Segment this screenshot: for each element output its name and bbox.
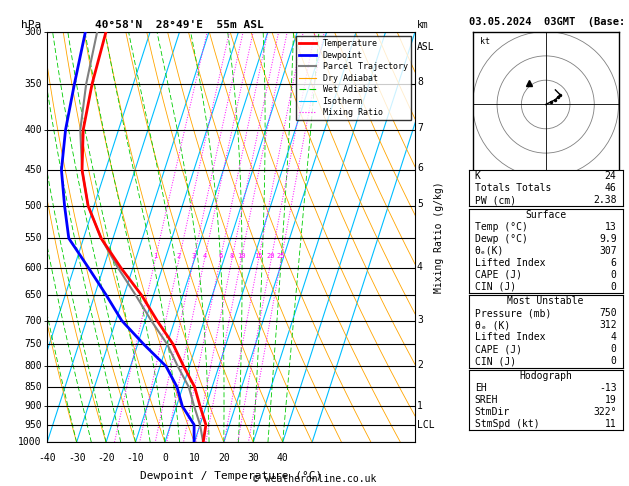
Text: Mixing Ratio (g/kg): Mixing Ratio (g/kg) [434, 181, 444, 293]
Text: 312: 312 [599, 320, 616, 330]
Text: hPa: hPa [21, 19, 42, 30]
Text: 2.38: 2.38 [593, 195, 616, 205]
Text: 2: 2 [177, 253, 181, 260]
Text: 03.05.2024  03GMT  (Base: 06): 03.05.2024 03GMT (Base: 06) [469, 17, 629, 27]
Text: 307: 307 [599, 246, 616, 256]
Text: LCL: LCL [417, 420, 435, 430]
Text: kt: kt [480, 37, 490, 46]
Text: K: K [475, 171, 481, 181]
Text: Lifted Index: Lifted Index [475, 258, 545, 268]
Text: 8: 8 [417, 77, 423, 87]
Text: 25: 25 [277, 253, 286, 260]
Text: Totals Totals: Totals Totals [475, 183, 551, 193]
Text: 0: 0 [611, 357, 616, 366]
Text: 400: 400 [24, 125, 42, 135]
Text: 450: 450 [24, 165, 42, 175]
Text: 10: 10 [189, 452, 200, 463]
Text: 350: 350 [24, 79, 42, 89]
Text: 0: 0 [611, 345, 616, 354]
Text: -13: -13 [599, 383, 616, 393]
Text: 950: 950 [24, 420, 42, 430]
Text: 19: 19 [605, 395, 616, 405]
Text: CIN (J): CIN (J) [475, 357, 516, 366]
Text: -20: -20 [97, 452, 115, 463]
Text: 40: 40 [277, 452, 289, 463]
Text: Pressure (mb): Pressure (mb) [475, 308, 551, 318]
Text: 850: 850 [24, 382, 42, 392]
Text: 15: 15 [254, 253, 263, 260]
Text: 0: 0 [611, 282, 616, 292]
Text: 3: 3 [417, 314, 423, 325]
Text: 1: 1 [153, 253, 157, 260]
Text: ASL: ASL [417, 42, 435, 52]
Text: 24: 24 [605, 171, 616, 181]
Text: 11: 11 [605, 419, 616, 429]
Text: 10: 10 [237, 253, 245, 260]
Text: 550: 550 [24, 233, 42, 243]
Text: 1: 1 [417, 400, 423, 411]
Text: 13: 13 [605, 222, 616, 232]
Text: 300: 300 [24, 27, 42, 36]
Text: 9.9: 9.9 [599, 234, 616, 243]
Text: Temp (°C): Temp (°C) [475, 222, 528, 232]
Text: 4: 4 [203, 253, 207, 260]
Text: 2: 2 [417, 360, 423, 370]
Text: km: km [417, 19, 429, 30]
Text: 900: 900 [24, 401, 42, 411]
Text: SREH: SREH [475, 395, 498, 405]
Text: Hodograph: Hodograph [519, 371, 572, 381]
Text: Surface: Surface [525, 209, 566, 220]
Text: 20: 20 [218, 452, 230, 463]
Text: 800: 800 [24, 361, 42, 371]
Text: 0: 0 [611, 270, 616, 280]
Text: 750: 750 [599, 308, 616, 318]
Legend: Temperature, Dewpoint, Parcel Trajectory, Dry Adiabat, Wet Adiabat, Isotherm, Mi: Temperature, Dewpoint, Parcel Trajectory… [296, 36, 411, 121]
Text: 4: 4 [611, 332, 616, 343]
Text: 0: 0 [162, 452, 168, 463]
Text: 40°58'N  28°49'E  55m ASL: 40°58'N 28°49'E 55m ASL [95, 19, 264, 30]
Text: 5: 5 [417, 199, 423, 209]
Text: 1000: 1000 [18, 437, 42, 447]
Text: θₑ (K): θₑ (K) [475, 320, 510, 330]
Text: 30: 30 [247, 452, 259, 463]
Text: Most Unstable: Most Unstable [508, 296, 584, 306]
Text: 20: 20 [267, 253, 276, 260]
Text: 322°: 322° [593, 407, 616, 417]
Text: Lifted Index: Lifted Index [475, 332, 545, 343]
Text: 4: 4 [417, 262, 423, 272]
Text: CAPE (J): CAPE (J) [475, 270, 522, 280]
Text: Dewpoint / Temperature (°C): Dewpoint / Temperature (°C) [140, 471, 322, 481]
Text: -30: -30 [68, 452, 86, 463]
Text: 6: 6 [218, 253, 223, 260]
Text: PW (cm): PW (cm) [475, 195, 516, 205]
Text: 650: 650 [24, 290, 42, 300]
Text: 700: 700 [24, 315, 42, 326]
Text: 750: 750 [24, 339, 42, 349]
Text: 3: 3 [192, 253, 196, 260]
Text: CIN (J): CIN (J) [475, 282, 516, 292]
Text: Dewp (°C): Dewp (°C) [475, 234, 528, 243]
Text: 6: 6 [417, 163, 423, 174]
Text: 46: 46 [605, 183, 616, 193]
Text: 6: 6 [611, 258, 616, 268]
Text: StmSpd (kt): StmSpd (kt) [475, 419, 540, 429]
Text: 500: 500 [24, 201, 42, 211]
Text: StmDir: StmDir [475, 407, 510, 417]
Text: 8: 8 [230, 253, 234, 260]
Text: 7: 7 [417, 123, 423, 133]
Text: CAPE (J): CAPE (J) [475, 345, 522, 354]
Text: -10: -10 [126, 452, 144, 463]
Text: © weatheronline.co.uk: © weatheronline.co.uk [253, 473, 376, 484]
Text: θₑ(K): θₑ(K) [475, 246, 504, 256]
Text: EH: EH [475, 383, 486, 393]
Text: -40: -40 [38, 452, 56, 463]
Text: 600: 600 [24, 263, 42, 273]
